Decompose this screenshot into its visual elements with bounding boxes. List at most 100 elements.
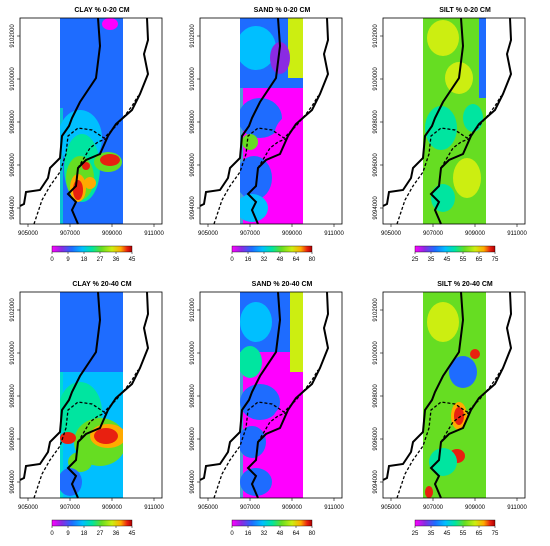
legend-tick-label: 45 bbox=[444, 531, 451, 537]
dashed-boundary-inner bbox=[257, 137, 289, 169]
map-panel-sand-0-20: SAND % 0-20 CM 905000 907000 909000 911000 90… bbox=[190, 7, 344, 263]
legend-tick-label: 9 bbox=[66, 257, 70, 263]
plot-frame bbox=[382, 17, 526, 225]
panel-title: SILT % 20-40 CM bbox=[437, 281, 493, 288]
x-tick-label: 907000 bbox=[240, 505, 261, 511]
y-tick-label: 9098000 bbox=[10, 384, 16, 408]
x-tick-label: 905000 bbox=[381, 505, 402, 511]
boundary-line-east bbox=[429, 17, 513, 225]
legend-tick-label: 64 bbox=[293, 257, 300, 263]
interpolated-surface bbox=[240, 18, 303, 224]
y-tick-label: 9098000 bbox=[190, 110, 196, 134]
dashed-boundary bbox=[213, 369, 319, 499]
y-tick-label: 9098000 bbox=[373, 110, 379, 134]
legend-tick-label: 0 bbox=[230, 257, 234, 263]
dashed-boundary-inner bbox=[77, 137, 109, 169]
x-tick-label: 911000 bbox=[144, 231, 164, 237]
y-tick-label: 9094000 bbox=[190, 196, 196, 220]
y-tick-label: 9094000 bbox=[10, 196, 16, 220]
plot-frame bbox=[19, 17, 163, 225]
legend-tick-label: 27 bbox=[97, 531, 104, 537]
y-tick-label: 9102000 bbox=[190, 298, 196, 322]
y-tick-label: 9096000 bbox=[190, 153, 196, 177]
y-tick-label: 9094000 bbox=[10, 470, 16, 494]
x-tick-label: 907000 bbox=[423, 231, 444, 237]
legend-colorbar bbox=[414, 245, 496, 253]
legend-tick-label: 36 bbox=[113, 531, 120, 537]
interpolated-surface bbox=[423, 18, 486, 224]
legend-tick-label: 25 bbox=[412, 257, 419, 263]
y-tick-label: 9102000 bbox=[190, 24, 196, 48]
map-panel-silt-20-40: SILT % 20-40 CM 905000 907000 909000 911000 9… bbox=[373, 281, 527, 537]
x-tick-label: 911000 bbox=[144, 505, 164, 511]
x-tick-label: 909000 bbox=[465, 505, 486, 511]
legend-tick-label: 16 bbox=[245, 531, 252, 537]
dashed-boundary-inner bbox=[440, 137, 472, 169]
legend-tick-label: 80 bbox=[309, 257, 316, 263]
legend-tick-label: 48 bbox=[277, 257, 284, 263]
legend-tick-label: 75 bbox=[492, 531, 499, 537]
legend-colorbar bbox=[231, 519, 313, 527]
panel-title: SILT % 0-20 CM bbox=[439, 7, 491, 14]
legend-tick-label: 65 bbox=[476, 531, 483, 537]
map-panel-sand-20-40: SAND % 20-40 CM 905000 907000 909000 911000 9… bbox=[190, 281, 344, 537]
boundary-line-east bbox=[246, 291, 330, 499]
legend-tick-label: 16 bbox=[245, 257, 252, 263]
panel-title: CLAY % 0-20 CM bbox=[74, 7, 129, 14]
panel-title: CLAY % 20-40 CM bbox=[72, 281, 131, 288]
map-panel-silt-0-20: SILT % 0-20 CM 905000 907000 909000 911000 90… bbox=[373, 7, 527, 263]
y-tick-label: 9098000 bbox=[373, 384, 379, 408]
dashed-boundary-inner bbox=[77, 411, 109, 443]
legend-tick-label: 0 bbox=[50, 257, 54, 263]
boundary-line-east bbox=[429, 291, 513, 499]
legend-tick-label: 0 bbox=[50, 531, 54, 537]
x-tick-label: 909000 bbox=[465, 231, 486, 237]
panel-title: SAND % 0-20 CM bbox=[254, 7, 311, 14]
legend-tick-label: 32 bbox=[261, 531, 268, 537]
boundary-line-west bbox=[382, 17, 465, 207]
dashed-boundary bbox=[396, 369, 502, 499]
y-tick-label: 9100000 bbox=[10, 341, 16, 365]
y-tick-label: 9102000 bbox=[373, 298, 379, 322]
y-tick-label: 9096000 bbox=[190, 427, 196, 451]
boundary-line-west bbox=[19, 291, 102, 481]
plot-frame bbox=[199, 17, 343, 225]
boundary-line-east bbox=[66, 291, 150, 499]
interpolated-surface bbox=[240, 292, 303, 498]
plot-frame bbox=[382, 291, 526, 499]
y-tick-label: 9098000 bbox=[10, 110, 16, 134]
legend-tick-label: 35 bbox=[428, 531, 435, 537]
x-tick-label: 911000 bbox=[507, 505, 527, 511]
x-tick-label: 911000 bbox=[507, 231, 527, 237]
dashed-boundary-inner bbox=[257, 411, 289, 443]
x-tick-label: 905000 bbox=[18, 231, 39, 237]
x-tick-label: 905000 bbox=[198, 505, 219, 511]
x-tick-label: 911000 bbox=[324, 231, 344, 237]
dashed-boundary bbox=[396, 95, 502, 225]
x-tick-label: 905000 bbox=[18, 505, 39, 511]
panel-title: SAND % 20-40 CM bbox=[252, 281, 313, 288]
x-tick-label: 905000 bbox=[381, 231, 402, 237]
x-tick-label: 909000 bbox=[282, 231, 303, 237]
dashed-boundary bbox=[33, 95, 139, 225]
legend-tick-label: 64 bbox=[293, 531, 300, 537]
y-tick-label: 9102000 bbox=[373, 24, 379, 48]
x-tick-label: 909000 bbox=[102, 505, 123, 511]
legend-tick-label: 35 bbox=[428, 257, 435, 263]
legend-tick-label: 55 bbox=[460, 531, 467, 537]
y-tick-label: 9094000 bbox=[373, 470, 379, 494]
boundary-line-west bbox=[382, 291, 465, 481]
legend-tick-label: 45 bbox=[444, 257, 451, 263]
plot-frame bbox=[199, 291, 343, 499]
legend-tick-label: 75 bbox=[492, 257, 499, 263]
boundary-line-east bbox=[66, 17, 150, 225]
legend-tick-label: 25 bbox=[412, 531, 419, 537]
dashed-boundary bbox=[33, 369, 139, 499]
boundary-line-west bbox=[199, 17, 282, 207]
x-tick-label: 907000 bbox=[60, 231, 81, 237]
boundary-line-west bbox=[199, 291, 282, 481]
y-tick-label: 9094000 bbox=[373, 196, 379, 220]
legend-tick-label: 48 bbox=[277, 531, 284, 537]
y-tick-label: 9096000 bbox=[10, 153, 16, 177]
